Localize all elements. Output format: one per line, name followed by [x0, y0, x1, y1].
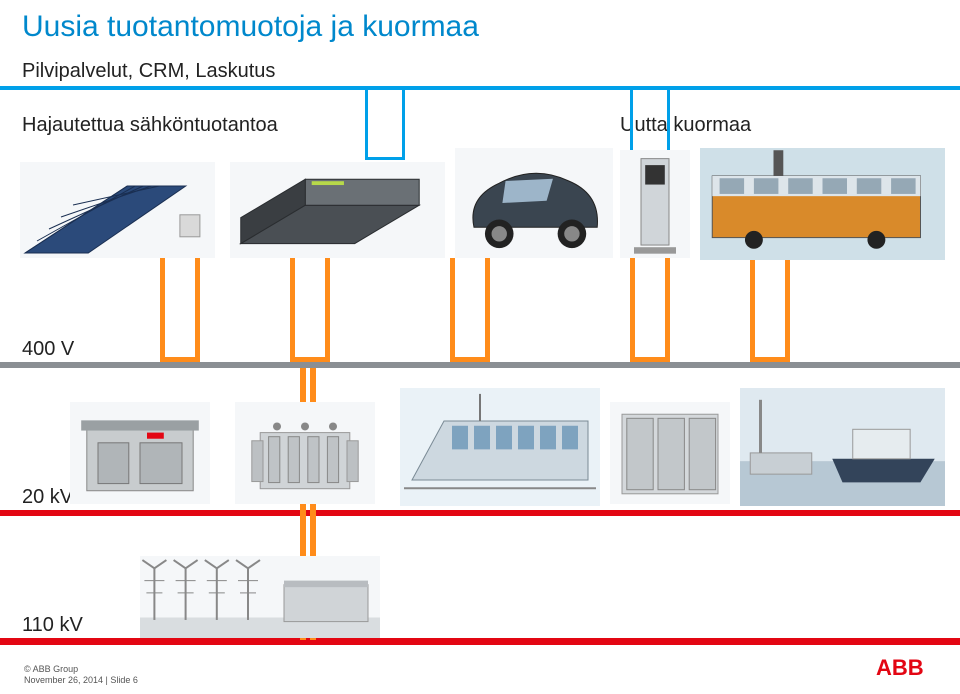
connector	[450, 258, 490, 362]
page-title: Uusia tuotantomuotoja ja kuormaa	[22, 10, 479, 44]
level-bar	[0, 86, 960, 90]
connector	[750, 258, 790, 362]
tram	[400, 388, 600, 506]
connector	[630, 258, 670, 362]
svg-text:ABB: ABB	[876, 655, 924, 679]
grid-substation	[140, 556, 380, 638]
ev-charger	[620, 150, 690, 258]
level-bar	[0, 510, 960, 516]
abb-logo: ABB	[876, 655, 936, 684]
substation-kiosk	[70, 402, 210, 504]
level-bar	[0, 638, 960, 645]
footer-line1: © ABB Group	[24, 664, 138, 675]
industrial-cabinet	[610, 402, 730, 504]
battery-container	[230, 162, 445, 258]
port-ship	[740, 388, 945, 506]
label-distgen: Hajautettua sähköntuotantoa	[22, 114, 278, 137]
connector	[160, 258, 200, 362]
label-400v: 400 V	[22, 338, 74, 361]
connector	[365, 90, 405, 160]
slide: Uusia tuotantomuotoja ja kuormaa Pilvipa…	[0, 0, 960, 694]
electric-car	[455, 148, 613, 258]
solar-panels	[20, 162, 215, 258]
electric-bus	[700, 148, 945, 260]
label-cloud: Pilvipalvelut, CRM, Laskutus	[22, 60, 275, 83]
connector	[290, 258, 330, 362]
transformer	[235, 402, 375, 504]
footer-line2: November 26, 2014 | Slide 6	[24, 675, 138, 686]
footer: © ABB Group November 26, 2014 | Slide 6	[24, 664, 138, 686]
label-110kv: 110 kV	[22, 614, 83, 637]
level-bar	[0, 362, 960, 368]
label-20kv: 20 kV	[22, 486, 73, 509]
